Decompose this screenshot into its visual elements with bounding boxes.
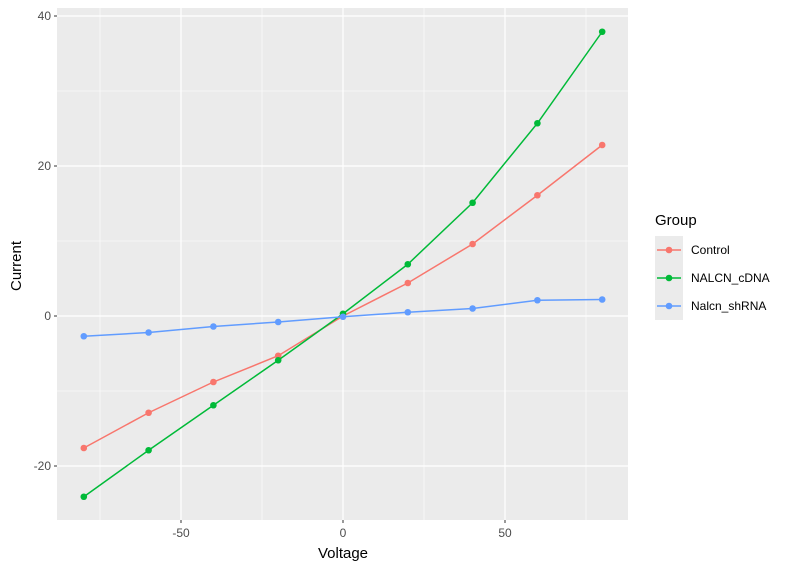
series-layer <box>80 28 606 501</box>
legend-item: Control <box>657 243 730 257</box>
x-tick-label: 50 <box>498 526 512 540</box>
x-axis-title: Voltage <box>318 545 368 562</box>
data-point <box>145 446 152 454</box>
series-nalcn_shrna <box>80 296 606 340</box>
y-tick-label: -20 <box>34 459 52 473</box>
data-point <box>274 318 282 326</box>
legend-label: NALCN_cDNA <box>691 271 770 285</box>
data-point <box>598 296 606 303</box>
legend-key-point <box>665 274 673 282</box>
data-point <box>534 296 541 304</box>
y-axis: -20 0 20 40 <box>34 9 57 473</box>
data-point <box>404 308 412 316</box>
data-point <box>534 119 541 127</box>
y-tick-label: 20 <box>38 159 52 173</box>
x-tick-label: 0 <box>340 526 347 540</box>
legend-key-point <box>665 302 673 310</box>
data-point <box>145 329 152 336</box>
data-point <box>80 444 88 452</box>
data-point <box>339 313 347 321</box>
data-point <box>404 260 412 268</box>
data-point <box>210 323 217 330</box>
data-point <box>534 191 541 199</box>
legend-item: NALCN_cDNA <box>657 271 770 285</box>
x-axis: -50 0 50 <box>172 520 512 540</box>
data-point <box>469 240 476 248</box>
data-point <box>274 356 282 364</box>
data-point <box>210 378 217 386</box>
data-point <box>598 28 606 36</box>
data-point <box>145 409 152 417</box>
legend-label: Nalcn_shRNA <box>691 299 766 313</box>
y-axis-title: Current <box>8 240 25 291</box>
legend: Group Control NALCN_cDNA Nalcn_shRNA <box>655 212 770 320</box>
legend-item: Nalcn_shRNA <box>657 299 766 313</box>
data-point <box>210 401 217 409</box>
data-point <box>469 305 476 312</box>
data-point <box>80 493 88 501</box>
legend-key-point <box>665 246 673 254</box>
major-gridlines <box>57 8 628 520</box>
y-tick-label: 0 <box>44 309 51 323</box>
data-point <box>80 332 88 340</box>
data-point <box>469 199 476 207</box>
legend-title: Group <box>655 212 697 229</box>
legend-label: Control <box>691 243 730 257</box>
data-point <box>598 141 606 149</box>
data-point <box>404 279 412 287</box>
x-tick-label: -50 <box>172 526 190 540</box>
y-tick-label: 40 <box>38 9 52 23</box>
